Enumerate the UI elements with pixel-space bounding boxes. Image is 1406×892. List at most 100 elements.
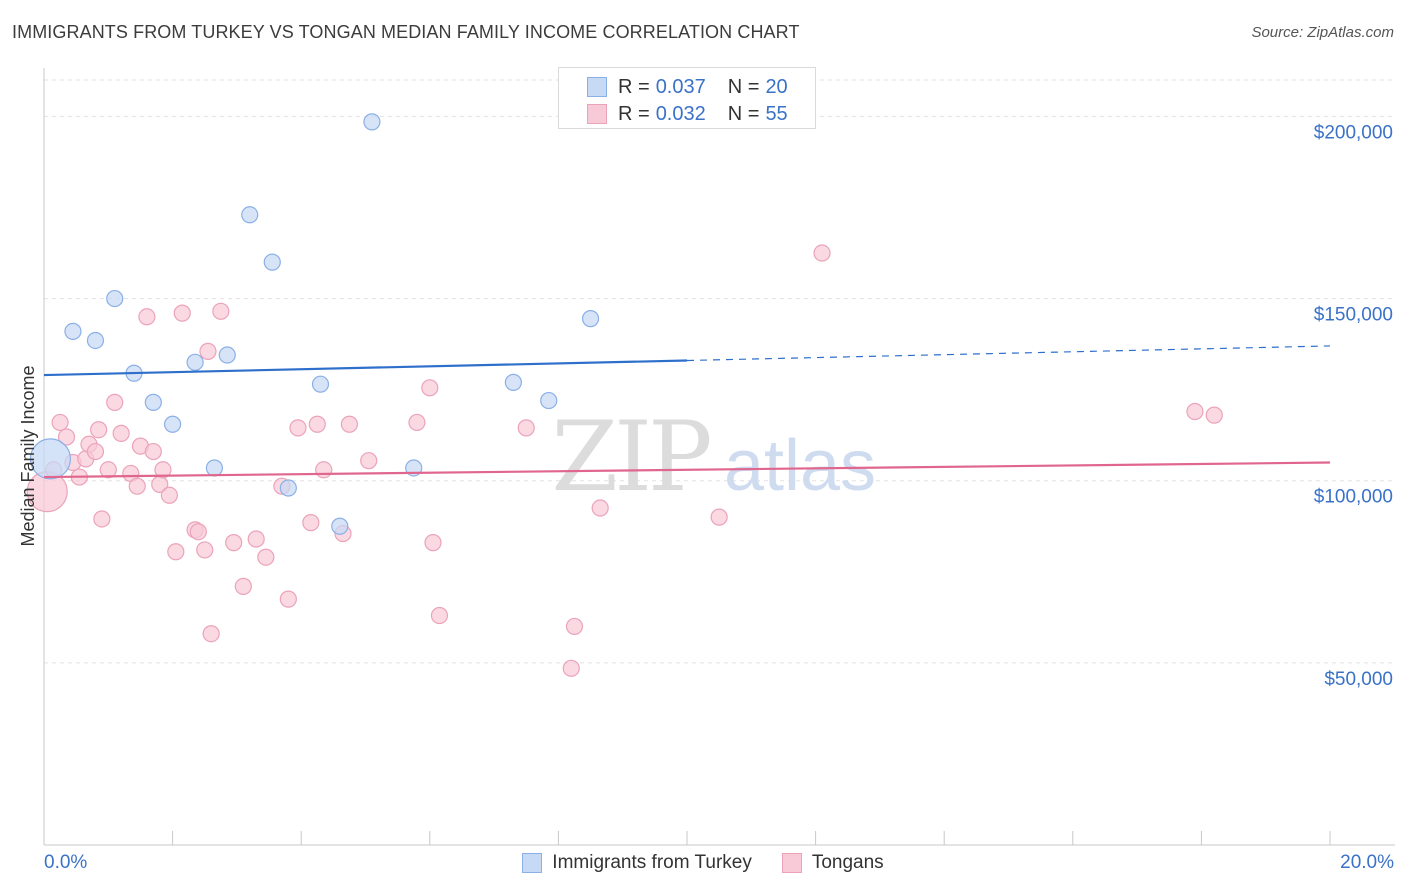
point-tongans xyxy=(138,308,156,326)
legend-r-label: R = xyxy=(618,102,650,125)
point-turkey xyxy=(86,331,105,350)
point-turkey xyxy=(29,438,72,480)
point-tongans xyxy=(710,508,728,526)
y-axis-label: Median Family Income xyxy=(18,365,38,546)
x-axis-min-label: 0.0% xyxy=(44,852,88,873)
correlation-legend: R = 0.037 N = 20 R = 0.032 N = 55 xyxy=(558,67,816,129)
y-tick-label: $50,000 xyxy=(1324,669,1393,690)
point-turkey xyxy=(263,253,281,271)
point-tongans xyxy=(430,606,449,625)
legend-item-tongans[interactable]: Tongans xyxy=(781,852,884,874)
point-tongans xyxy=(112,424,130,442)
point-tongans xyxy=(199,342,217,360)
legend-r-label: R = xyxy=(618,75,650,98)
legend-swatch-turkey xyxy=(587,77,607,97)
point-turkey xyxy=(144,393,162,411)
watermark-atlas: atlas xyxy=(724,426,876,506)
legend-swatch-tongans xyxy=(587,104,607,124)
point-turkey xyxy=(279,479,297,497)
series-legend: Immigrants from Turkey Tongans xyxy=(0,852,1406,874)
point-tongans xyxy=(591,499,609,517)
point-tongans xyxy=(247,530,265,548)
point-turkey xyxy=(540,391,558,410)
trendline-turkey-extension xyxy=(686,345,1331,362)
y-tick-label: $100,000 xyxy=(1314,487,1393,508)
point-turkey xyxy=(241,206,259,224)
point-tongans xyxy=(360,452,378,470)
point-tongans xyxy=(408,413,426,432)
point-tongans xyxy=(562,659,580,677)
point-turkey xyxy=(581,310,600,328)
point-tongans xyxy=(421,379,439,397)
point-tongans xyxy=(189,523,207,541)
legend-row-turkey: R = 0.037 N = 20 xyxy=(587,74,788,100)
watermark-zip: ZIP xyxy=(551,401,710,513)
point-tongans xyxy=(51,413,69,432)
point-turkey xyxy=(164,415,182,433)
watermark: ZIP atlas xyxy=(551,401,876,513)
point-tongans xyxy=(279,590,297,608)
point-tongans xyxy=(196,541,214,559)
point-turkey xyxy=(106,289,124,308)
point-tongans xyxy=(128,477,146,495)
axes xyxy=(43,68,1395,846)
chart-title: IMMIGRANTS FROM TURKEY VS TONGAN MEDIAN … xyxy=(12,22,800,42)
y-tick-label: $150,000 xyxy=(1314,305,1393,326)
point-tongans xyxy=(517,419,535,437)
point-turkey xyxy=(363,113,381,131)
point-tongans xyxy=(1186,402,1204,421)
legend-row-tongans: R = 0.032 N = 55 xyxy=(587,101,788,127)
point-turkey xyxy=(205,459,223,477)
point-tongans xyxy=(154,461,172,479)
legend-n-label: N = xyxy=(727,75,760,98)
point-tongans xyxy=(234,577,252,595)
point-tongans xyxy=(424,534,442,552)
legend-n-value-tongans: 55 xyxy=(765,102,788,125)
y-tick-label: $200,000 xyxy=(1314,122,1393,143)
point-turkey xyxy=(64,322,82,340)
legend-swatch-turkey xyxy=(522,853,543,873)
point-tongans xyxy=(302,514,320,532)
point-tongans xyxy=(144,442,162,461)
legend-n-value-turkey: 20 xyxy=(765,75,788,98)
point-tongans xyxy=(813,244,831,262)
point-tongans xyxy=(289,419,307,437)
point-turkey xyxy=(504,373,522,391)
point-tongans xyxy=(202,625,220,643)
point-tongans xyxy=(308,415,326,433)
point-tongans xyxy=(57,428,76,446)
point-turkey xyxy=(186,353,204,371)
trendline-turkey xyxy=(43,359,688,377)
point-turkey xyxy=(218,346,236,364)
point-tongans xyxy=(86,442,105,461)
y-tick-labels: $50,000 $100,000 $150,000 $200,000 xyxy=(1314,122,1393,689)
point-tongans xyxy=(160,486,178,504)
point-tongans xyxy=(99,461,117,479)
point-tongans xyxy=(340,415,359,433)
legend-label-turkey: Immigrants from Turkey xyxy=(552,852,752,873)
point-turkey xyxy=(331,517,349,535)
point-tongans xyxy=(225,534,243,552)
point-tongans xyxy=(1205,406,1223,424)
legend-item-turkey[interactable]: Immigrants from Turkey xyxy=(522,852,752,874)
point-tongans xyxy=(106,393,124,411)
legend-swatch-tongans xyxy=(781,853,802,873)
trendline-tongans xyxy=(43,461,1331,479)
series-turkey xyxy=(29,113,600,535)
legend-label-tongans: Tongans xyxy=(811,852,884,873)
legend-r-value-turkey: 0.037 xyxy=(655,75,706,98)
point-tongans xyxy=(565,617,584,636)
legend-n-label: N = xyxy=(727,102,760,125)
point-tongans xyxy=(257,548,275,566)
point-tongans xyxy=(315,461,333,479)
legend-r-value-tongans: 0.032 xyxy=(655,102,706,125)
source-label: Source: ZipAtlas.com xyxy=(1251,24,1394,41)
point-tongans xyxy=(167,543,185,561)
point-tongans xyxy=(173,304,191,322)
point-tongans xyxy=(90,421,108,439)
point-turkey xyxy=(311,375,330,393)
point-tongans xyxy=(212,302,230,320)
trend-lines xyxy=(43,345,1331,479)
point-tongans xyxy=(93,510,111,528)
